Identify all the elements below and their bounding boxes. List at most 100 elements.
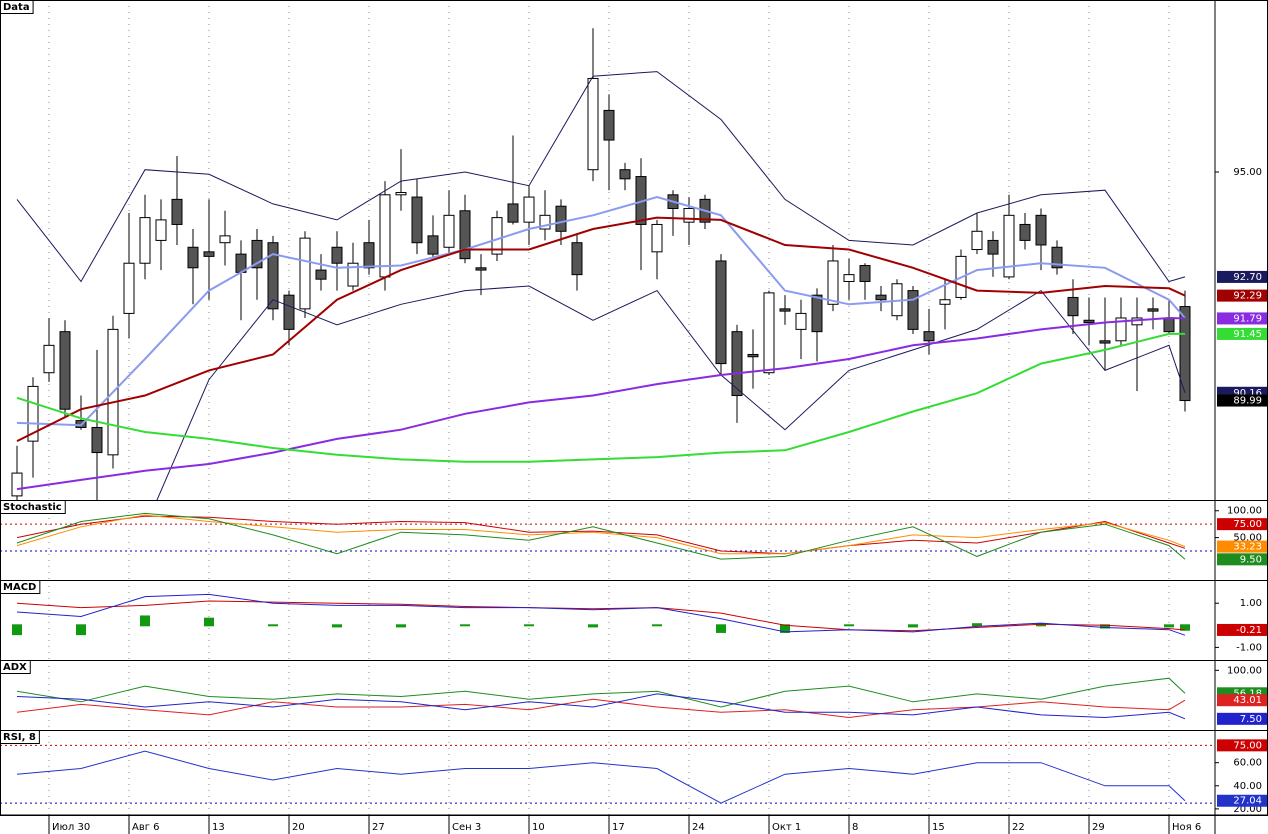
candle-body bbox=[779, 308, 791, 312]
y-tick-label: 1.00 bbox=[1240, 598, 1262, 609]
candle-body bbox=[43, 344, 55, 374]
candle-body bbox=[315, 269, 327, 280]
value-box-label: 75.00 bbox=[1233, 519, 1262, 530]
x-tick-label: 20 bbox=[292, 822, 305, 833]
candle-body bbox=[347, 262, 359, 287]
candle-body bbox=[1147, 308, 1159, 312]
candle-body bbox=[939, 299, 951, 305]
candle-body bbox=[1051, 246, 1063, 269]
candle-body bbox=[1067, 296, 1079, 317]
x-tick-label: 22 bbox=[1012, 822, 1025, 833]
value-box-label: 7.50 bbox=[1240, 714, 1262, 725]
candle-body bbox=[923, 331, 935, 342]
histogram-bar bbox=[716, 624, 726, 633]
indicator-line bbox=[16, 515, 1186, 555]
x-tick-label: Сен 3 bbox=[452, 822, 481, 833]
x-tick-label: 8 bbox=[852, 822, 858, 833]
x-tick-label: Окт 1 bbox=[772, 822, 801, 833]
candle-body bbox=[427, 235, 439, 255]
panel-title-box bbox=[0, 0, 34, 14]
histogram-bar bbox=[1100, 624, 1110, 629]
value-box-label: 89.99 bbox=[1233, 396, 1262, 407]
candle-body bbox=[539, 214, 551, 230]
candle-body bbox=[1099, 340, 1111, 344]
value-box bbox=[1217, 540, 1267, 553]
candle-body bbox=[747, 353, 759, 358]
candle-body bbox=[987, 239, 999, 255]
value-box-label: 33.23 bbox=[1233, 542, 1262, 553]
candle-body bbox=[1115, 317, 1127, 342]
histogram-bar bbox=[332, 624, 342, 628]
x-tick-label: 27 bbox=[372, 822, 385, 833]
candle-body bbox=[91, 426, 103, 454]
value-box bbox=[1217, 394, 1267, 407]
candle-body bbox=[475, 267, 487, 271]
x-tick-label: 29 bbox=[1092, 822, 1105, 833]
y-tick-label: -1.00 bbox=[1236, 642, 1262, 653]
panel-title-box bbox=[0, 500, 66, 514]
histogram-bar bbox=[76, 624, 86, 636]
value-box-label: -0.21 bbox=[1236, 625, 1262, 636]
x-tick-label: Авг 6 bbox=[132, 822, 160, 833]
candle-body bbox=[379, 194, 391, 278]
y-tick-label: 40.00 bbox=[1233, 781, 1262, 792]
candle-body bbox=[27, 385, 39, 442]
candle-body bbox=[395, 192, 407, 196]
value-box-label: 91.79 bbox=[1233, 313, 1262, 324]
candle-body bbox=[795, 312, 807, 330]
candle-body bbox=[59, 331, 71, 410]
candle-body bbox=[523, 196, 535, 223]
value-box-label: 43.01 bbox=[1233, 695, 1262, 706]
candle-body bbox=[411, 196, 423, 244]
indicator-line bbox=[16, 750, 1186, 804]
histogram-bar bbox=[652, 624, 662, 627]
y-tick-label: 95.00 bbox=[1233, 167, 1262, 178]
value-box bbox=[1217, 794, 1267, 807]
candle-body bbox=[763, 292, 775, 374]
candle-body bbox=[619, 169, 631, 180]
x-tick-label: 24 bbox=[692, 822, 705, 833]
candle-body bbox=[139, 217, 151, 264]
panel-title-box bbox=[0, 660, 31, 674]
panel bbox=[0, 730, 1215, 815]
panel-title-box bbox=[0, 730, 40, 744]
candle-body bbox=[1035, 214, 1047, 246]
candle-body bbox=[1083, 319, 1095, 324]
candle-body bbox=[219, 235, 231, 244]
value-box-label: 27.04 bbox=[1233, 796, 1262, 807]
y-tick-label: 100.00 bbox=[1227, 506, 1262, 517]
histogram-bar bbox=[908, 624, 918, 628]
x-tick-label: 13 bbox=[212, 822, 225, 833]
panel bbox=[16, 660, 1186, 730]
histogram-bar bbox=[1164, 624, 1174, 628]
x-tick-label: Ноя 6 bbox=[1172, 822, 1201, 833]
value-box-label: 90.16 bbox=[1233, 388, 1262, 399]
value-box-label: 92.29 bbox=[1233, 291, 1262, 302]
y-tick-label: 60.00 bbox=[1233, 758, 1262, 769]
candle-body bbox=[651, 223, 663, 253]
candle-body bbox=[555, 205, 567, 232]
candle-body bbox=[443, 214, 455, 248]
candle-body bbox=[811, 294, 823, 333]
candle-body bbox=[907, 290, 919, 330]
candle-body bbox=[715, 260, 727, 365]
indicator-line bbox=[16, 512, 1186, 560]
histogram-bar bbox=[524, 624, 534, 627]
indicator-line bbox=[16, 693, 1186, 720]
candle-body bbox=[187, 246, 199, 269]
candle-body bbox=[1163, 317, 1175, 333]
indicator-line bbox=[16, 600, 1186, 632]
panel bbox=[12, 580, 1190, 660]
candle-body bbox=[1179, 306, 1191, 402]
candle-body bbox=[283, 294, 295, 330]
candle-body bbox=[11, 472, 23, 497]
candle-body bbox=[875, 294, 887, 301]
panel-title-box bbox=[0, 580, 41, 594]
indicator-line bbox=[156, 285, 1186, 500]
value-box bbox=[1217, 518, 1267, 531]
indicator-line bbox=[16, 593, 1186, 636]
histogram-bar bbox=[1036, 623, 1046, 627]
y-tick-label: 100.00 bbox=[1227, 665, 1262, 676]
value-box-label: 9.50 bbox=[1240, 554, 1262, 565]
